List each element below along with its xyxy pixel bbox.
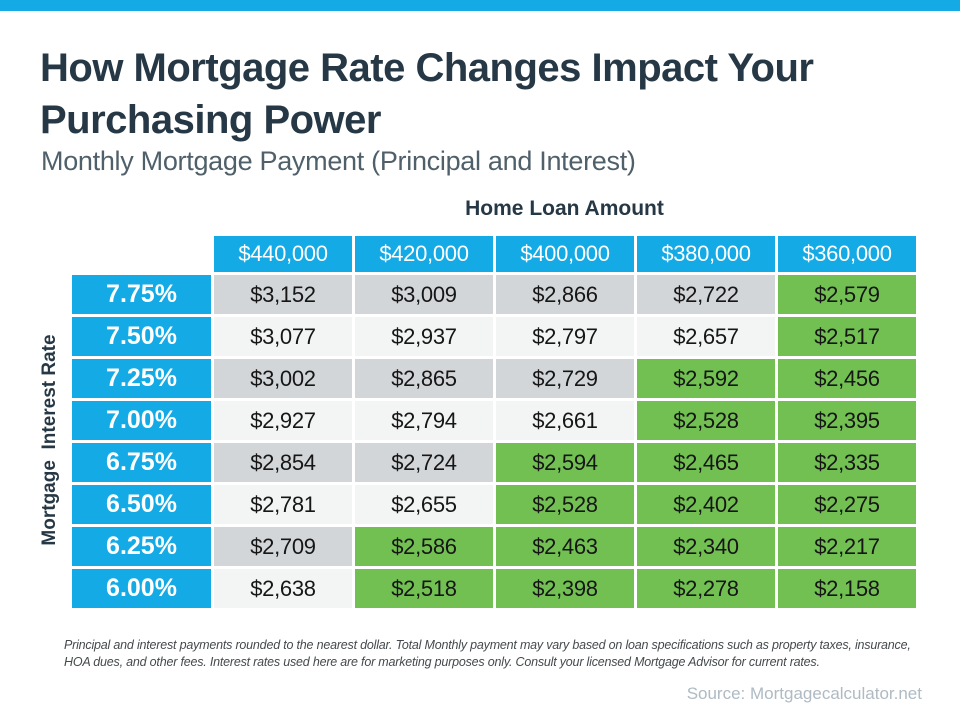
page-subtitle: Monthly Mortgage Payment (Principal and … (41, 146, 636, 176)
payment-cell: $3,009 (355, 275, 493, 314)
payment-cell: $2,518 (355, 569, 493, 608)
payment-cell: $2,579 (778, 275, 916, 314)
table-corner (72, 236, 211, 272)
payment-cell: $2,866 (496, 275, 634, 314)
payment-table: $440,000 $420,000 $400,000 $380,000 $360,000… (72, 236, 916, 608)
payment-cell: $2,854 (214, 443, 352, 482)
payment-cell: $2,592 (637, 359, 775, 398)
rate-header: 6.75% (72, 443, 211, 482)
payment-cell: $2,594 (496, 443, 634, 482)
loan-amount-header: $440,000 (214, 236, 352, 272)
payment-cell: $2,456 (778, 359, 916, 398)
footnote-line2: HOA dues, and other fees. Interest rates… (64, 655, 820, 669)
loan-amount-header: $380,000 (637, 236, 775, 272)
loan-amount-header: $400,000 (496, 236, 634, 272)
row-group-label: Mortgage Interest Rate (39, 334, 60, 546)
payment-cell: $3,002 (214, 359, 352, 398)
payment-cell: $2,517 (778, 317, 916, 356)
payment-cell: $2,465 (637, 443, 775, 482)
payment-cell: $2,655 (355, 485, 493, 524)
top-accent-bar (0, 0, 960, 11)
payment-cell: $2,278 (637, 569, 775, 608)
payment-cell: $2,335 (778, 443, 916, 482)
payment-cell: $2,275 (778, 485, 916, 524)
payment-cell: $2,781 (214, 485, 352, 524)
payment-cell: $2,402 (637, 485, 775, 524)
payment-cell: $2,528 (637, 401, 775, 440)
payment-cell: $2,340 (637, 527, 775, 566)
payment-cell: $2,865 (355, 359, 493, 398)
payment-cell: $2,586 (355, 527, 493, 566)
loan-amount-header: $360,000 (778, 236, 916, 272)
payment-cell: $3,077 (214, 317, 352, 356)
payment-cell: $2,797 (496, 317, 634, 356)
rate-header: 7.75% (72, 275, 211, 314)
rate-header: 7.00% (72, 401, 211, 440)
payment-cell: $2,729 (496, 359, 634, 398)
loan-amount-header: $420,000 (355, 236, 493, 272)
payment-cell: $2,217 (778, 527, 916, 566)
footnote: Principal and interest payments rounded … (64, 637, 911, 671)
page-title: How Mortgage Rate Changes Impact Your Pur… (40, 42, 940, 146)
rate-header: 6.00% (72, 569, 211, 608)
payment-cell: $2,528 (496, 485, 634, 524)
payment-cell: $2,724 (355, 443, 493, 482)
rate-header: 6.50% (72, 485, 211, 524)
payment-cell: $2,709 (214, 527, 352, 566)
payment-cell: $2,657 (637, 317, 775, 356)
payment-cell: $2,722 (637, 275, 775, 314)
payment-cell: $2,638 (214, 569, 352, 608)
rate-header: 6.25% (72, 527, 211, 566)
payment-cell: $2,158 (778, 569, 916, 608)
page-title-line1: How Mortgage Rate Changes Impact Your (40, 46, 814, 90)
payment-cell: $2,398 (496, 569, 634, 608)
rate-header: 7.25% (72, 359, 211, 398)
page-title-line2: Purchasing Power (40, 98, 381, 142)
source-credit: Source: Mortgagecalculator.net (686, 684, 922, 703)
payment-cell: $2,661 (496, 401, 634, 440)
payment-cell: $2,927 (214, 401, 352, 440)
payment-cell: $2,463 (496, 527, 634, 566)
payment-cell: $3,152 (214, 275, 352, 314)
payment-cell: $2,937 (355, 317, 493, 356)
payment-cell: $2,794 (355, 401, 493, 440)
payment-cell: $2,395 (778, 401, 916, 440)
footnote-line1: Principal and interest payments rounded … (64, 638, 911, 652)
rate-header: 7.50% (72, 317, 211, 356)
column-group-label: Home Loan Amount (465, 197, 664, 220)
